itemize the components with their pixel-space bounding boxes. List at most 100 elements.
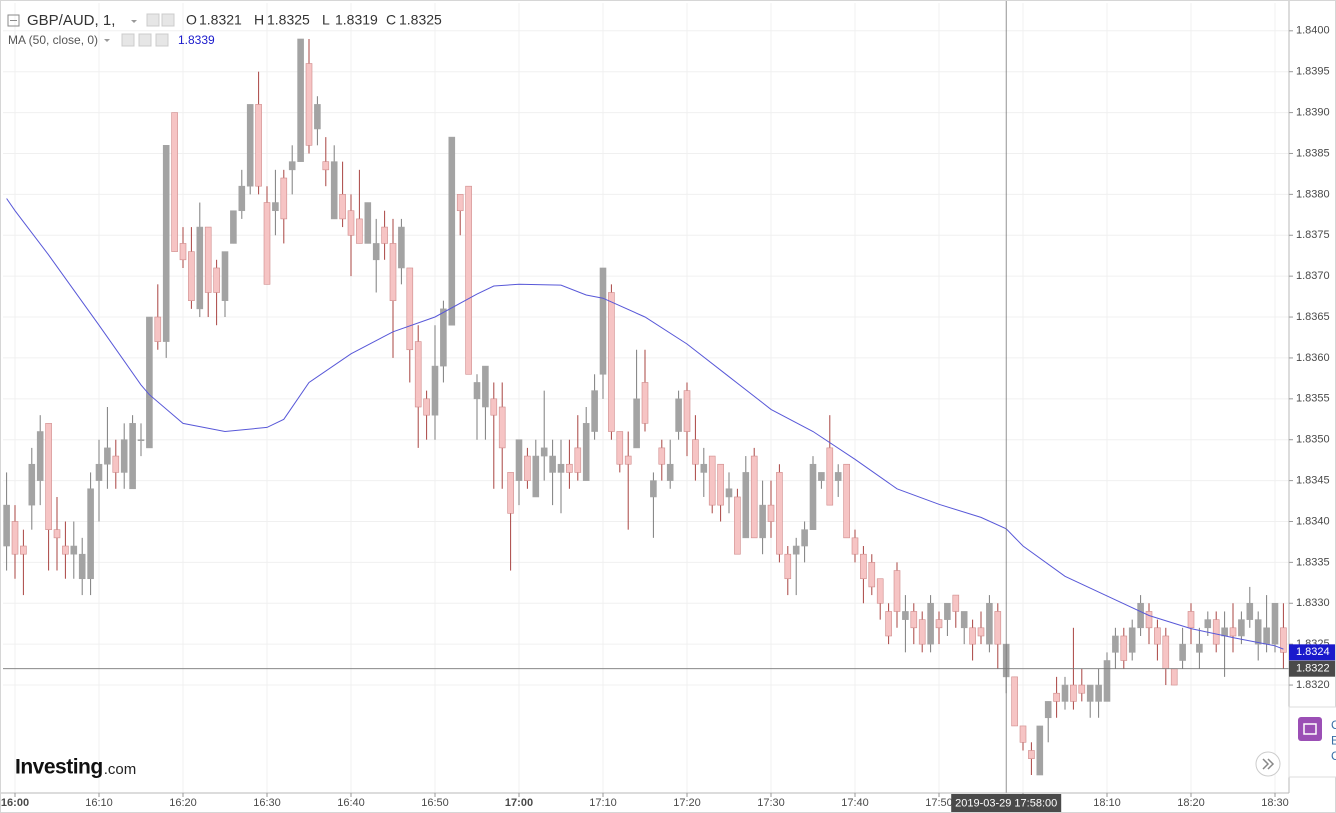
settings-icon[interactable]	[161, 13, 175, 27]
candle-body	[28, 463, 36, 506]
candle-body	[818, 472, 825, 481]
y-tick-label: 1.8330	[1296, 597, 1330, 609]
x-tick-label: 17:20	[673, 797, 701, 809]
plot	[3, 0, 1289, 793]
x-tick-label: 18:10	[1093, 797, 1121, 809]
candle-body	[1145, 611, 1153, 629]
scroll-button[interactable]	[1255, 751, 1281, 777]
eye-icon[interactable]	[121, 33, 135, 47]
candle-body	[885, 611, 892, 637]
candle-body	[532, 455, 540, 498]
y-tick-label: 1.8400	[1296, 25, 1330, 37]
candle-body	[515, 439, 523, 481]
candle-body	[1137, 602, 1144, 629]
x-tick-label: 17:40	[841, 797, 869, 809]
collapse-icon[interactable]	[7, 14, 20, 27]
candle-body	[1162, 635, 1170, 669]
candle-body	[1128, 627, 1136, 653]
candle-body	[246, 104, 254, 187]
y-tick-label: 1.8395	[1296, 66, 1330, 78]
candle-body	[1070, 684, 1077, 702]
candle-body	[591, 390, 598, 432]
y-tick-label: 1.8385	[1296, 147, 1330, 159]
candle-body	[347, 210, 355, 236]
candle-body	[1238, 619, 1245, 637]
side-widget-icon	[1298, 717, 1322, 741]
candle-body	[750, 455, 758, 539]
candle-body	[263, 202, 271, 285]
candle-body	[666, 463, 674, 481]
candle-body	[608, 292, 615, 432]
axes: 1.83201.83251.83301.83351.83401.83451.83…	[1, 25, 1335, 812]
ohlc-value: 1.8321	[199, 12, 242, 28]
side-widget[interactable]: CEC	[1288, 706, 1336, 778]
side-widget-text: C	[1331, 749, 1336, 763]
candle-body	[188, 251, 195, 301]
candle-body	[524, 455, 531, 481]
candle-body	[843, 463, 850, 539]
candle-body	[776, 472, 783, 555]
candle-body	[465, 185, 472, 375]
remove-icon[interactable]	[155, 33, 169, 47]
candle-body	[1221, 627, 1228, 637]
candle-body	[599, 267, 607, 375]
candle-body	[641, 382, 649, 424]
x-tick-label: 18:30	[1261, 797, 1289, 809]
candle-body	[330, 161, 338, 220]
candle-body	[935, 619, 943, 629]
candle-body	[1212, 619, 1220, 645]
candle-body	[1078, 684, 1086, 694]
eye-icon[interactable]	[146, 13, 160, 27]
candle-body	[456, 194, 464, 212]
candle-body	[834, 472, 842, 481]
candle-body	[473, 382, 481, 400]
candle-body	[986, 602, 993, 645]
side-widget-text: E	[1331, 734, 1336, 748]
candle-body	[120, 439, 128, 473]
candle-body	[1095, 684, 1102, 702]
logo-brand: Investing	[15, 756, 103, 779]
settings-icon[interactable]	[138, 33, 152, 47]
candle-body	[213, 267, 220, 293]
candle-body	[137, 439, 145, 442]
candle-body	[1170, 668, 1178, 686]
candle-body	[1103, 660, 1111, 702]
x-tick-label: 16:50	[421, 797, 449, 809]
candle-body	[1086, 684, 1094, 702]
candle-body	[1044, 701, 1052, 719]
candle-body	[566, 463, 573, 473]
candle-body	[725, 488, 733, 498]
candle-body	[977, 627, 985, 637]
candle-body	[288, 161, 296, 171]
candle-body	[314, 104, 321, 130]
symbol: GBP/AUD, 1,	[27, 12, 115, 29]
candle-body	[1019, 725, 1027, 743]
x-tick-label: 16:10	[85, 797, 113, 809]
candle-body	[431, 365, 439, 416]
candle-body	[305, 63, 313, 146]
candle-body	[507, 472, 514, 514]
candle-body	[1120, 635, 1128, 661]
ohlc-key: L	[322, 12, 330, 28]
candle-body	[742, 472, 750, 539]
candle-body	[297, 38, 304, 162]
candle-body	[1246, 602, 1254, 620]
ohlc-value: 1.8325	[399, 12, 442, 28]
candle-body	[238, 185, 246, 212]
ma-label: MA (50, close, 0)	[8, 33, 98, 47]
crosshair-price-box	[1289, 660, 1335, 677]
candle-body	[675, 398, 682, 432]
ma-line	[6, 198, 1284, 650]
caret[interactable]	[131, 20, 137, 23]
candle-body	[801, 529, 808, 547]
candle-body	[1204, 619, 1212, 629]
ohlc-value: 1.8325	[267, 12, 310, 28]
candle-body	[53, 529, 61, 539]
y-tick-label: 1.8345	[1296, 475, 1330, 487]
y-tick-label: 1.8335	[1296, 556, 1330, 568]
candle-body	[20, 545, 27, 555]
caret[interactable]	[104, 39, 110, 42]
candle-body	[658, 447, 666, 465]
candle-body	[381, 226, 388, 244]
